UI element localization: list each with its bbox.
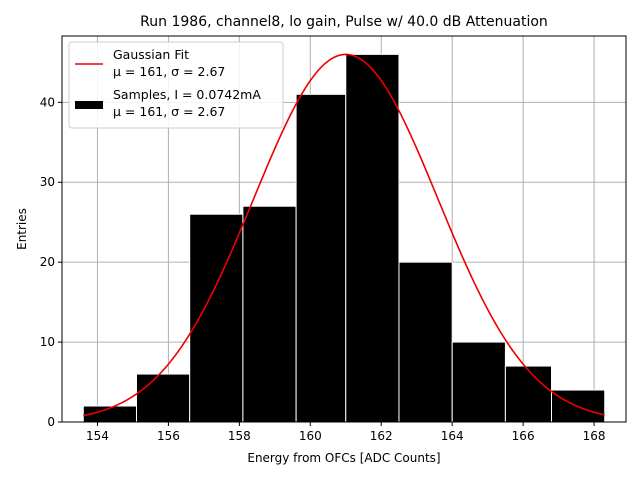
x-tick-label-7: 168	[583, 429, 606, 443]
legend-samples-stats: μ = 161, σ = 2.67	[113, 104, 225, 119]
legend-samples-swatch	[75, 101, 103, 109]
y-tick-label-3: 30	[40, 175, 55, 189]
plot-frame	[61, 35, 627, 423]
x-tick-label-6: 166	[512, 429, 535, 443]
legend-fit-label: Gaussian Fit	[113, 47, 189, 62]
legend-samples-label: Samples, I = 0.0742mA	[113, 87, 261, 102]
histogram-bar-6	[398, 261, 453, 423]
x-tick-label-3: 160	[299, 429, 322, 443]
x-tick-label-1: 156	[157, 429, 180, 443]
histogram-bar-8	[504, 365, 553, 423]
histogram-bar-3	[242, 205, 297, 423]
y-axis-label: Entries	[15, 208, 29, 250]
chart-title: Run 1986, channel8, lo gain, Pulse w/ 40…	[140, 14, 548, 30]
gaussian-fit-curve	[83, 53, 605, 417]
histogram-bars	[82, 53, 606, 423]
histogram-bar-9	[551, 389, 606, 423]
x-axis-ticks: 154 156 158 160 162 164 166 168	[86, 422, 606, 443]
histogram-bar-1	[135, 373, 191, 423]
x-tick-label-4: 162	[370, 429, 393, 443]
histogram-bar-5	[345, 53, 400, 423]
y-axis-ticks: 0 10 20 30 40	[40, 95, 62, 429]
x-axis-label: Energy from OFCs [ADC Counts]	[247, 451, 440, 465]
legend-fit-stats: μ = 161, σ = 2.67	[113, 64, 225, 79]
y-tick-label-2: 20	[40, 255, 55, 269]
y-tick-label-1: 10	[40, 335, 55, 349]
histogram-bar-7	[451, 341, 506, 423]
legend: Gaussian Fit μ = 161, σ = 2.67 Samples, …	[68, 41, 284, 129]
x-tick-label-0: 154	[86, 429, 109, 443]
x-tick-label-5: 164	[441, 429, 464, 443]
x-tick-label-2: 158	[228, 429, 251, 443]
y-tick-label-4: 40	[40, 95, 55, 109]
legend-box	[68, 41, 284, 129]
histogram-bar-4	[295, 93, 347, 423]
y-tick-label-0: 0	[47, 415, 55, 429]
